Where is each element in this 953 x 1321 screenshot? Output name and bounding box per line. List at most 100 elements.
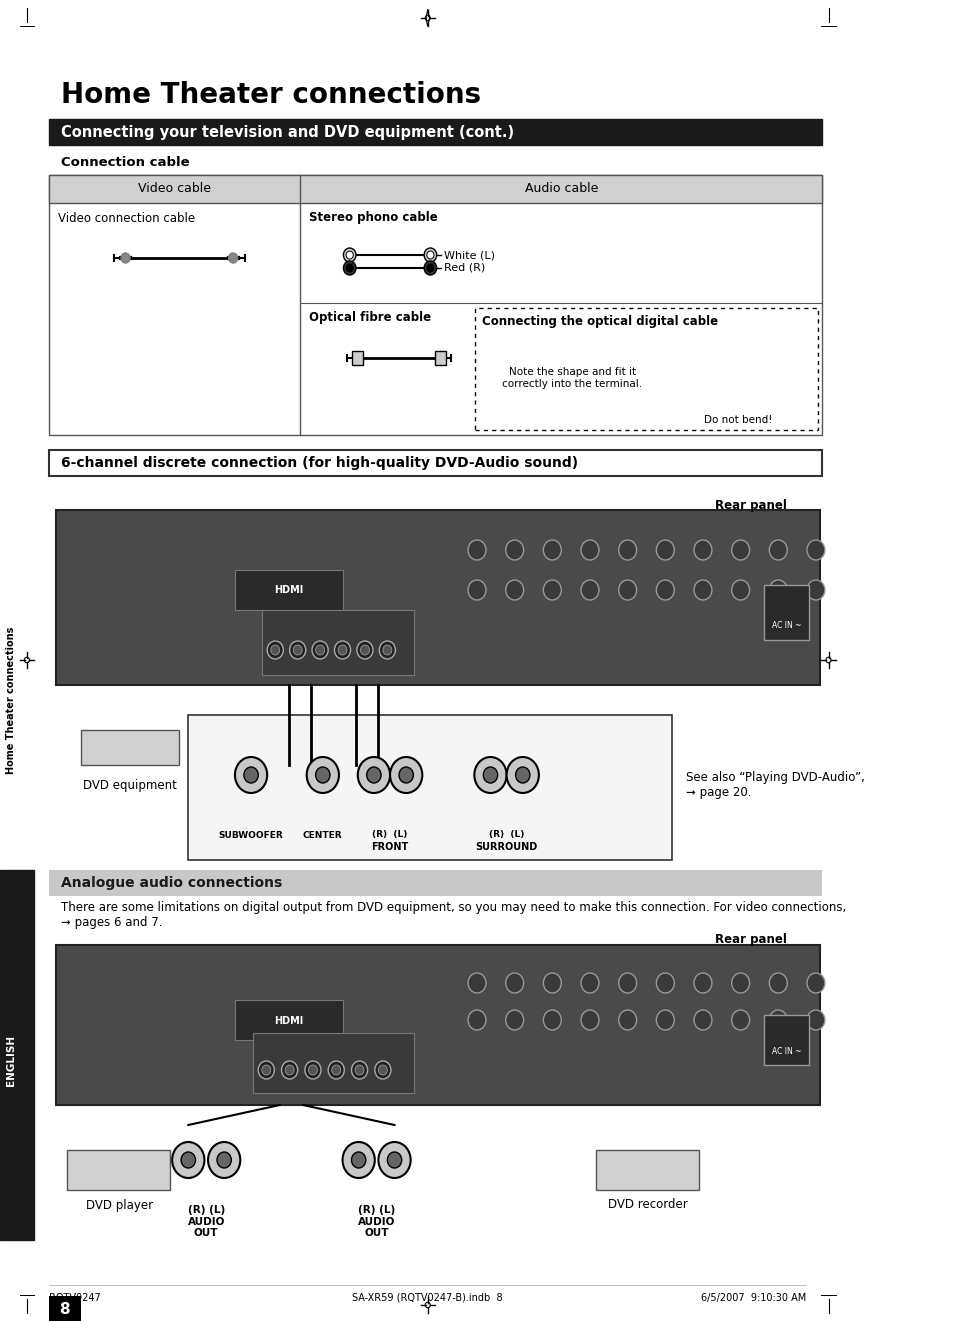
Circle shape xyxy=(618,580,636,600)
Circle shape xyxy=(656,974,674,993)
Circle shape xyxy=(382,645,392,655)
Circle shape xyxy=(483,768,497,783)
Text: Do not bend!: Do not bend! xyxy=(703,415,772,425)
Circle shape xyxy=(261,1065,271,1075)
Circle shape xyxy=(468,1011,485,1030)
Circle shape xyxy=(515,768,529,783)
Text: (R) (L)
AUDIO
OUT: (R) (L) AUDIO OUT xyxy=(188,1205,225,1238)
Bar xyxy=(55,510,819,686)
Circle shape xyxy=(505,580,523,600)
Circle shape xyxy=(731,540,749,560)
Text: DVD recorder: DVD recorder xyxy=(607,1198,686,1211)
Circle shape xyxy=(618,974,636,993)
Circle shape xyxy=(468,580,485,600)
Circle shape xyxy=(505,540,523,560)
Text: See also “Playing DVD-Audio”,
➞ page 20.: See also “Playing DVD-Audio”, ➞ page 20. xyxy=(685,771,864,799)
Circle shape xyxy=(379,641,395,659)
Bar xyxy=(0,871,34,1240)
Circle shape xyxy=(121,254,130,263)
Text: ENGLISH: ENGLISH xyxy=(6,1034,16,1086)
Circle shape xyxy=(618,540,636,560)
Bar xyxy=(50,174,821,203)
Circle shape xyxy=(355,1065,364,1075)
Circle shape xyxy=(328,1061,344,1079)
Text: Rear panel: Rear panel xyxy=(715,498,786,511)
Circle shape xyxy=(580,1011,598,1030)
Bar xyxy=(352,351,363,365)
Circle shape xyxy=(293,645,302,655)
Circle shape xyxy=(731,1011,749,1030)
Circle shape xyxy=(342,1141,375,1178)
Circle shape xyxy=(181,1152,195,1168)
Bar xyxy=(188,715,672,860)
Text: 6-channel discrete connection (for high-quality DVD-Audio sound): 6-channel discrete connection (for high-… xyxy=(61,456,578,470)
Circle shape xyxy=(580,540,598,560)
Circle shape xyxy=(346,251,353,259)
Circle shape xyxy=(172,1141,204,1178)
Circle shape xyxy=(267,641,283,659)
Circle shape xyxy=(768,580,786,600)
Bar xyxy=(253,1033,414,1092)
Circle shape xyxy=(343,248,355,262)
Circle shape xyxy=(806,540,824,560)
Text: Connection cable: Connection cable xyxy=(61,156,190,169)
Circle shape xyxy=(693,974,711,993)
Circle shape xyxy=(308,1065,317,1075)
Circle shape xyxy=(426,264,434,272)
Circle shape xyxy=(731,974,749,993)
Circle shape xyxy=(768,1011,786,1030)
Text: AC IN ~: AC IN ~ xyxy=(771,1048,801,1057)
Text: 8: 8 xyxy=(59,1303,70,1317)
Bar xyxy=(763,585,808,639)
Text: Connecting the optical digital cable: Connecting the optical digital cable xyxy=(482,316,718,329)
Circle shape xyxy=(731,580,749,600)
Circle shape xyxy=(424,248,436,262)
Circle shape xyxy=(806,974,824,993)
Text: (R)  (L): (R) (L) xyxy=(488,831,524,840)
Circle shape xyxy=(208,1141,240,1178)
Text: CENTER: CENTER xyxy=(303,831,342,840)
Circle shape xyxy=(580,580,598,600)
Circle shape xyxy=(378,1065,387,1075)
Circle shape xyxy=(806,580,824,600)
Bar xyxy=(55,945,819,1104)
Circle shape xyxy=(306,757,338,793)
Text: Video cable: Video cable xyxy=(138,182,212,196)
Circle shape xyxy=(543,974,560,993)
Circle shape xyxy=(505,1011,523,1030)
Circle shape xyxy=(343,262,355,275)
Text: Connecting your television and DVD equipment (cont.): Connecting your television and DVD equip… xyxy=(61,124,514,140)
Bar xyxy=(596,1151,699,1190)
Circle shape xyxy=(390,757,422,793)
Text: White (L): White (L) xyxy=(443,250,495,260)
Circle shape xyxy=(337,645,347,655)
Circle shape xyxy=(424,262,436,275)
Circle shape xyxy=(693,1011,711,1030)
Circle shape xyxy=(366,768,380,783)
Circle shape xyxy=(281,1061,297,1079)
Circle shape xyxy=(375,1061,391,1079)
Bar xyxy=(475,308,817,431)
Circle shape xyxy=(290,641,305,659)
Text: 6/5/2007  9:10:30 AM: 6/5/2007 9:10:30 AM xyxy=(700,1293,805,1303)
Text: Rear panel: Rear panel xyxy=(715,934,786,947)
Text: SUBWOOFER: SUBWOOFER xyxy=(218,831,283,840)
Text: DVD equipment: DVD equipment xyxy=(83,778,176,791)
Text: Home Theater connections: Home Theater connections xyxy=(61,81,480,110)
Circle shape xyxy=(305,1061,320,1079)
Circle shape xyxy=(580,974,598,993)
Circle shape xyxy=(505,974,523,993)
Text: Video connection cable: Video connection cable xyxy=(58,211,195,225)
Circle shape xyxy=(229,254,237,263)
Circle shape xyxy=(398,768,413,783)
Circle shape xyxy=(693,580,711,600)
Text: Red (R): Red (R) xyxy=(443,263,484,273)
Text: Optical fibre cable: Optical fibre cable xyxy=(309,312,431,325)
Circle shape xyxy=(426,251,434,259)
Circle shape xyxy=(244,768,258,783)
Text: DVD player: DVD player xyxy=(86,1198,152,1211)
Text: SURROUND: SURROUND xyxy=(475,841,537,852)
Circle shape xyxy=(656,1011,674,1030)
Circle shape xyxy=(768,974,786,993)
Circle shape xyxy=(806,1011,824,1030)
